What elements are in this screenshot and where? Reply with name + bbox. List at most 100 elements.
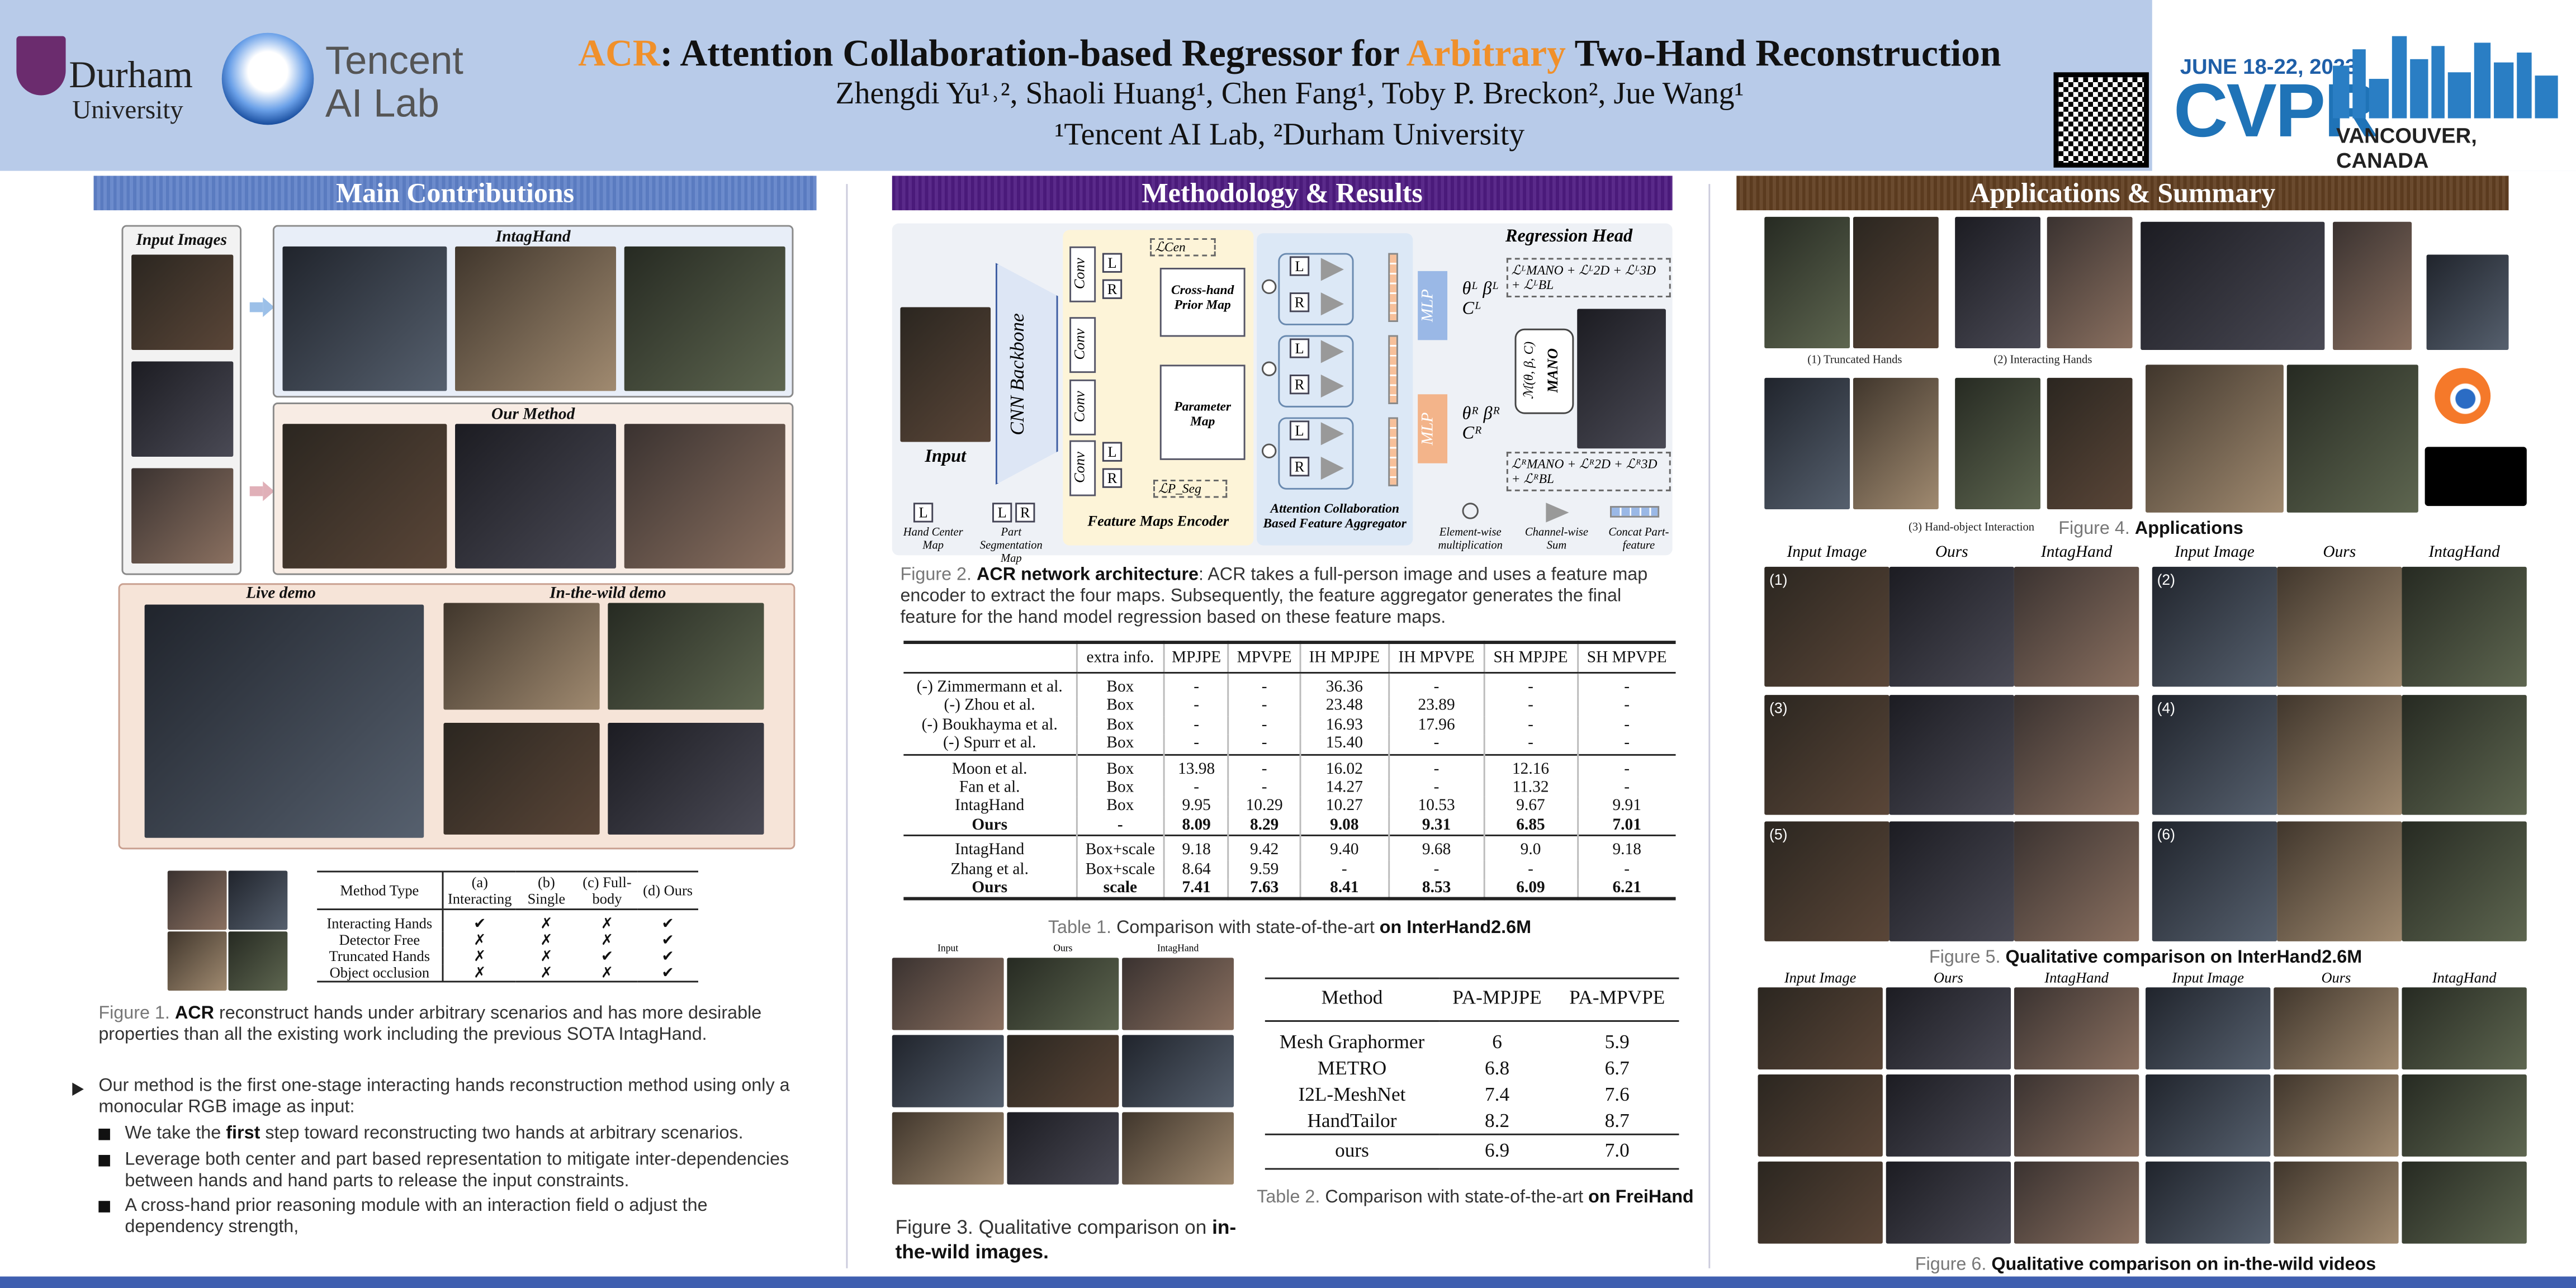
table-cell: ✗ xyxy=(442,964,517,982)
table-header: MPJPE xyxy=(1163,642,1229,674)
figure-label: Our Method xyxy=(491,405,575,424)
photo xyxy=(2014,566,2139,687)
photo xyxy=(1122,1112,1234,1185)
table-cell: 9.95 xyxy=(1163,797,1229,817)
table-row: (-) Spurr et al. Box - -15.40- - - xyxy=(903,735,1676,755)
table-cell: 8.2 xyxy=(1485,1109,1510,1132)
freihand-table: Method PA-MPJPE PA-MPVPE Mesh Graphormer 6 5.… xyxy=(1265,977,1679,1170)
table-cell: (-) Spurr et al. xyxy=(943,735,1036,753)
text-run: : Attention Collaboration-based Regresso… xyxy=(660,32,1407,74)
text-run: Figure 5. xyxy=(1929,948,2006,968)
table-cell: 8.41 xyxy=(1299,879,1389,899)
photo xyxy=(1889,821,2014,941)
skyline xyxy=(2333,65,2350,119)
table-header: IH MPVPE xyxy=(1388,642,1484,674)
legend-multiply xyxy=(1462,503,1479,519)
qr-code xyxy=(2053,72,2149,168)
photo xyxy=(892,1112,1004,1185)
text-run: We take the xyxy=(125,1124,226,1144)
skyline xyxy=(2494,62,2514,119)
figure-label: Input Images xyxy=(136,231,227,250)
table-row: extra info. MPJPE MPVPE IH MPJPE IH MPVPE SH … xyxy=(903,642,1676,674)
section-heading: Methodology & Results xyxy=(1142,177,1423,209)
figure-caption: Figure 4. Applications xyxy=(2058,519,2321,541)
sum xyxy=(1320,292,1344,316)
table-cell: ✗ xyxy=(600,915,614,932)
table-cell: 7.0 xyxy=(1604,1138,1630,1162)
table-header: extra info. xyxy=(1076,642,1164,674)
section-bar xyxy=(892,176,1673,211)
table-cell: ✗ xyxy=(540,915,553,932)
skyline xyxy=(2535,75,2558,119)
photo xyxy=(455,424,617,569)
table-cell: 8.64 xyxy=(1163,860,1229,879)
table-header: (d) Ours xyxy=(637,872,698,911)
tencent-logo xyxy=(221,32,314,125)
diagram-label: Attention Collaboration Based Feature Ag… xyxy=(1263,501,1407,531)
photo xyxy=(2402,1074,2527,1157)
column-label: Ours xyxy=(2323,543,2356,562)
table-header: (a) Interacting xyxy=(442,872,517,911)
photo xyxy=(1007,1035,1119,1107)
table-cell: (-) Boukhayma et al. xyxy=(921,716,1058,735)
title: ACR: Attention Collaboration-based Regre… xyxy=(468,33,2111,75)
sum xyxy=(1320,456,1344,480)
table-cell: - xyxy=(1388,735,1484,755)
photo xyxy=(1764,821,1890,941)
photo xyxy=(1889,695,2014,815)
table-row: Truncated Hands ✗ ✗ ✔ ✔ xyxy=(317,948,698,965)
table-row: Fan et al. Box - -14.27-11.32- xyxy=(903,779,1676,798)
photo xyxy=(2146,1161,2271,1244)
figure-label: IntagHand xyxy=(1157,944,1199,955)
text-run: Comparison with state-of-the-art xyxy=(1116,918,1380,939)
table-cell: ours xyxy=(1335,1138,1369,1162)
photo xyxy=(2047,216,2133,349)
diagram-label: Input xyxy=(925,447,967,467)
photo xyxy=(2152,695,2277,815)
photo xyxy=(2014,695,2139,815)
diagram-label: Feature Maps Encoder xyxy=(1087,512,1229,529)
feature xyxy=(1388,417,1398,486)
column-label: IntagHand xyxy=(2040,543,2113,562)
text-run: Table 2. xyxy=(1257,1187,1325,1208)
table-cell: Detector Free xyxy=(339,931,420,948)
photo xyxy=(2014,987,2139,1070)
photo xyxy=(2152,821,2277,941)
table-header: PA-MPJPE xyxy=(1439,978,1555,1022)
table-cell: Box xyxy=(1076,797,1164,817)
table-cell: Box xyxy=(1076,716,1164,735)
diagram-label: ℒᴸMANO + ℒᴸ2D + ℒᴸ3D + ℒᴸBL xyxy=(1506,258,1671,297)
table-cell: 6.85 xyxy=(1483,816,1578,836)
table-cell: 9.67 xyxy=(1483,797,1578,817)
logo-text: AI Lab xyxy=(325,82,439,127)
photo xyxy=(1853,377,1939,510)
table-cell: 15.40 xyxy=(1299,735,1389,755)
table-cell: (-) Zimmermann et al. xyxy=(916,678,1063,697)
table-cell: 16.93 xyxy=(1299,716,1389,735)
feature xyxy=(1388,335,1398,404)
bullet-text: A cross-hand prior reasoning module with… xyxy=(125,1196,805,1238)
table-cell: 9.59 xyxy=(1228,860,1300,879)
text-run: Figure 4. xyxy=(2058,519,2135,539)
skyline xyxy=(2517,53,2532,119)
photo xyxy=(1955,216,2040,349)
table-row: Detector Free ✗ ✗ ✗ ✔ xyxy=(317,931,698,948)
skyline xyxy=(2474,42,2491,119)
table-cell: 9.31 xyxy=(1388,816,1484,836)
photo xyxy=(2277,821,2402,941)
photo xyxy=(2141,221,2325,350)
table-cell: IntagHand xyxy=(955,797,1025,816)
bottom-band xyxy=(0,1276,2576,1288)
map-block xyxy=(1159,364,1246,460)
arrow xyxy=(249,486,263,496)
table-cell: - xyxy=(1228,673,1300,698)
photo xyxy=(2146,1074,2271,1157)
photo xyxy=(2277,566,2402,687)
text-run: first xyxy=(226,1124,261,1144)
photo xyxy=(1758,1074,1883,1157)
photo xyxy=(131,468,234,564)
photo xyxy=(144,604,424,838)
photo xyxy=(1758,987,1883,1070)
bullet-text: Leverage both center and part based repr… xyxy=(125,1150,805,1192)
